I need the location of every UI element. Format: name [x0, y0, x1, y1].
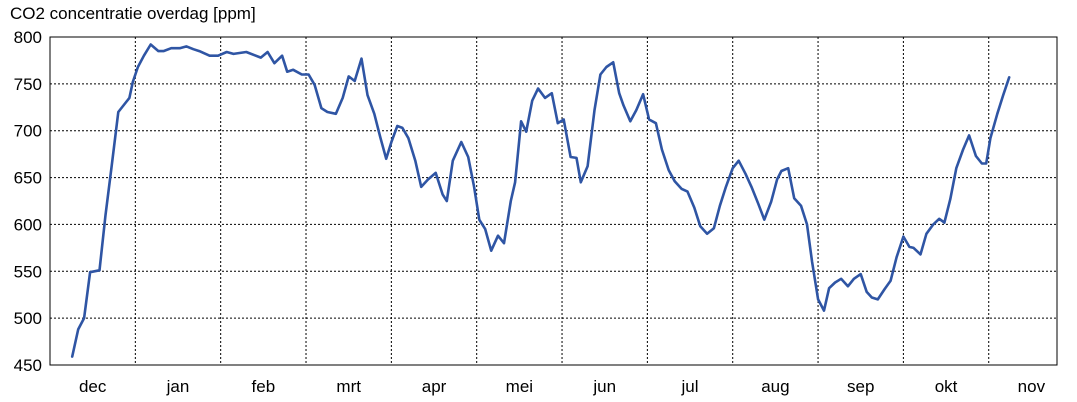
x-tick-label: mei — [506, 377, 533, 396]
y-tick-label: 650 — [14, 169, 42, 188]
x-tick-label: mrt — [336, 377, 361, 396]
x-tick-label: feb — [252, 377, 276, 396]
y-tick-label: 800 — [14, 28, 42, 47]
x-tick-label: jun — [592, 377, 616, 396]
series-layer — [70, 43, 1011, 358]
x-tick-label: sep — [847, 377, 874, 396]
x-tick-label: jan — [166, 377, 190, 396]
y-axis-tick-labels: 450 500 550 600 650 700 750 800 — [14, 28, 42, 375]
x-tick-label: aug — [761, 377, 789, 396]
y-tick-label: 450 — [14, 356, 42, 375]
x-tick-label: apr — [422, 377, 447, 396]
x-tick-label: nov — [1018, 377, 1046, 396]
plot-frame — [49, 36, 1058, 366]
x-axis-tick-labels: dec jan feb mrt apr mei jun jul aug sep okt nov — [79, 377, 1046, 396]
x-tick-label: jul — [681, 377, 699, 396]
series-line-co2 — [70, 43, 1011, 358]
y-tick-label: 700 — [14, 122, 42, 141]
y-tick-label: 550 — [14, 262, 42, 281]
y-tick-label: 500 — [14, 309, 42, 328]
grid-layer — [50, 37, 1057, 365]
chart-title: CO2 concentratie overdag [ppm] — [10, 4, 256, 23]
y-tick-label: 750 — [14, 75, 42, 94]
x-tick-label: dec — [79, 377, 107, 396]
x-tick-label: okt — [935, 377, 958, 396]
y-tick-label: 600 — [14, 215, 42, 234]
